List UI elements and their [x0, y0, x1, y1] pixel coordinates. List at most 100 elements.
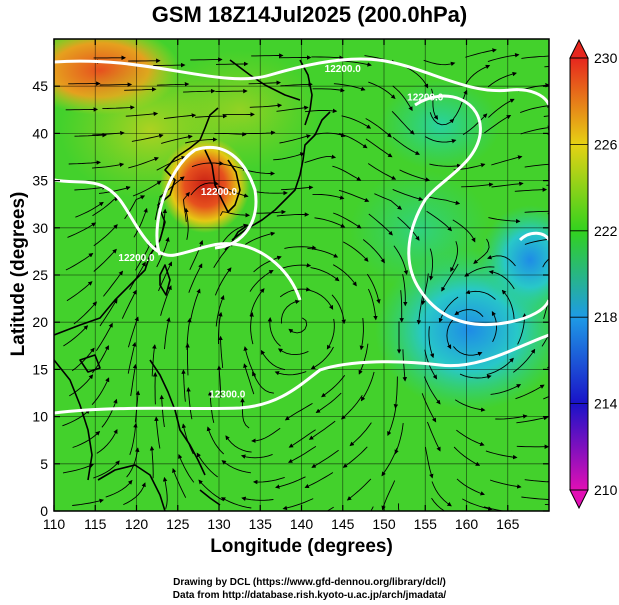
streamline: [313, 132, 346, 138]
x-tick-label: 150: [372, 516, 396, 532]
streamline: [219, 211, 250, 218]
streamline: [547, 365, 549, 369]
y-axis-label: Latitude (degrees): [8, 191, 29, 357]
streamline: [125, 111, 159, 117]
streamline: [392, 136, 421, 155]
streamline: [465, 48, 497, 58]
streamline: [151, 344, 157, 377]
streamline: [215, 162, 248, 171]
streamline: [315, 392, 342, 413]
streamline: [214, 267, 232, 296]
streamline: [459, 373, 492, 380]
streamline: [288, 317, 308, 334]
streamline: [515, 384, 545, 400]
streamline: [346, 478, 372, 501]
streamline: [129, 261, 146, 290]
streamline: [279, 263, 312, 270]
streamline: [541, 333, 549, 347]
streamline: [253, 209, 286, 215]
streamline: [190, 181, 219, 196]
streamline: [189, 240, 204, 270]
streamline: [462, 113, 488, 135]
streamline: [454, 399, 486, 412]
streamline: [490, 384, 522, 395]
streamline: [91, 377, 110, 405]
contour-label: 12200.0: [118, 253, 155, 264]
streamline: [252, 476, 285, 485]
streamline: [456, 429, 485, 447]
streamline: [92, 345, 109, 374]
streamline: [66, 281, 93, 302]
streamline: [243, 363, 255, 395]
streamline: [308, 289, 334, 310]
streamline: [161, 134, 193, 144]
streamline: [431, 497, 446, 511]
streamline: [424, 446, 434, 479]
colorbar: 210 214 218 222 226 230: [569, 38, 618, 510]
streamline: [274, 371, 307, 376]
streamline: [308, 420, 336, 440]
y-tick-label: 0: [40, 503, 48, 519]
streamline: [465, 64, 491, 86]
streamline: [304, 472, 334, 489]
coast-hainan: [79, 354, 101, 373]
y-axis: 0 5 10 15 20 25 30 35 40 45: [32, 78, 549, 519]
streamline: [123, 482, 146, 506]
streamline: [133, 207, 148, 238]
streamline: [491, 311, 497, 342]
streamline: [253, 255, 282, 273]
streamline: [341, 394, 363, 420]
streamline: [399, 169, 431, 182]
streamline: [99, 298, 118, 327]
streamline: [130, 363, 138, 397]
streamline: [431, 88, 439, 120]
streamline: [206, 426, 225, 455]
streamline: [524, 238, 549, 245]
streamline: [333, 212, 362, 229]
streamline: [218, 185, 249, 198]
streamline: [277, 348, 309, 356]
streamline: [273, 152, 305, 161]
streamline: [194, 113, 228, 119]
y-tick-label: 25: [32, 267, 48, 283]
y-tick-label: 15: [32, 361, 48, 377]
streamline: [387, 404, 397, 437]
contour-12200-ring: [407, 94, 549, 327]
x-tick-label: 165: [496, 516, 520, 532]
coast-japan: [231, 111, 331, 241]
streamline: [127, 341, 137, 374]
streamline: [454, 309, 484, 318]
streamline: [196, 452, 218, 478]
coast-borneo: [97, 464, 166, 511]
streamline: [446, 318, 454, 350]
x-tick-label: 135: [249, 516, 273, 532]
streamline: [524, 210, 549, 213]
streamline: [423, 59, 456, 67]
streamline: [514, 187, 548, 192]
streamline: [398, 503, 400, 511]
streamline: [314, 217, 346, 228]
streamline: [62, 463, 95, 474]
y-tick-label: 45: [32, 78, 48, 94]
streamline: [374, 193, 403, 210]
streamline: [72, 430, 101, 448]
streamline: [249, 270, 274, 292]
streamline: [198, 479, 224, 501]
streamline: [221, 460, 251, 474]
streamline: [249, 288, 265, 317]
streamline: [332, 264, 357, 287]
streamline: [473, 238, 490, 264]
streamline: [524, 163, 549, 168]
contour-label: 12200.0: [407, 92, 444, 103]
streamline: [244, 231, 276, 245]
streamline: [252, 371, 274, 394]
y-tick-label: 40: [32, 125, 48, 141]
streamline: [156, 155, 187, 171]
streamline: [74, 185, 107, 191]
streamline: [310, 267, 340, 282]
streamline: [381, 447, 398, 477]
streamline: [240, 397, 250, 429]
contour-label: 12200.0: [325, 64, 362, 75]
streamline: [154, 416, 161, 449]
streamline: [249, 103, 283, 108]
